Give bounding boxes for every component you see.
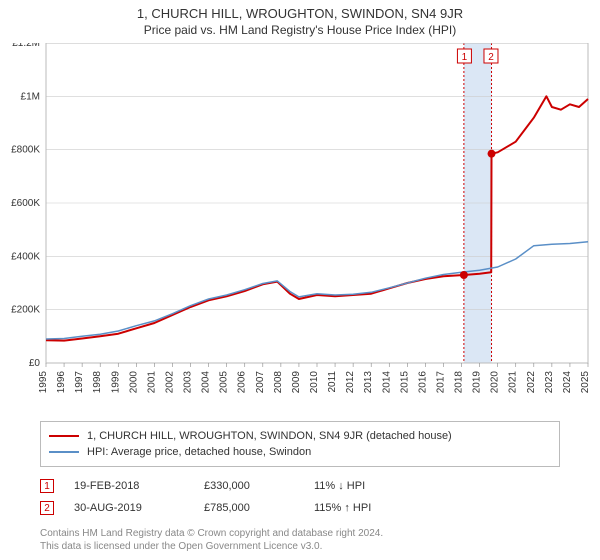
x-tick-label: 2008 — [273, 371, 284, 394]
x-tick-label: 2014 — [381, 371, 392, 394]
x-tick-label: 2013 — [363, 371, 374, 394]
band-marker-2: 2 — [488, 52, 494, 63]
sale-marker — [460, 271, 468, 279]
tx-date: 19-FEB-2018 — [74, 480, 184, 492]
legend: 1, CHURCH HILL, WROUGHTON, SWINDON, SN4 … — [40, 421, 560, 467]
legend-row: 1, CHURCH HILL, WROUGHTON, SWINDON, SN4 … — [49, 428, 551, 444]
transaction-row: 1 19-FEB-2018 £330,000 11% ↓ HPI — [40, 475, 560, 497]
x-tick-label: 2025 — [580, 371, 591, 394]
x-tick-label: 2005 — [219, 371, 230, 394]
tx-price: £785,000 — [204, 502, 294, 514]
footer-line1: Contains HM Land Registry data © Crown c… — [40, 527, 560, 540]
y-tick-label: £800K — [11, 145, 40, 156]
band-marker-1: 1 — [462, 52, 468, 63]
x-tick-label: 2003 — [183, 371, 194, 394]
x-tick-label: 2015 — [399, 371, 410, 394]
y-tick-label: £200K — [11, 305, 40, 316]
transaction-row: 2 30-AUG-2019 £785,000 115% ↑ HPI — [40, 497, 560, 519]
series-price_paid — [46, 96, 588, 340]
y-tick-label: £1M — [21, 91, 40, 102]
x-tick-label: 2009 — [291, 371, 302, 394]
x-tick-label: 2011 — [327, 371, 338, 393]
footer-line2: This data is licensed under the Open Gov… — [40, 540, 560, 553]
legend-label: 1, CHURCH HILL, WROUGHTON, SWINDON, SN4 … — [87, 430, 452, 442]
sale-marker — [488, 150, 496, 158]
x-tick-label: 2002 — [164, 371, 175, 394]
x-tick-label: 2012 — [345, 371, 356, 394]
x-tick-label: 1999 — [110, 371, 121, 394]
x-tick-label: 2024 — [562, 371, 573, 394]
page-subtitle: Price paid vs. HM Land Registry's House … — [0, 21, 600, 43]
tx-delta: 11% ↓ HPI — [314, 480, 424, 492]
x-tick-label: 1998 — [92, 371, 103, 394]
x-tick-label: 1997 — [74, 371, 85, 394]
x-tick-label: 2007 — [255, 371, 266, 394]
y-tick-label: £600K — [11, 198, 40, 209]
x-tick-label: 2019 — [472, 371, 483, 394]
y-tick-label: £0 — [29, 358, 41, 369]
legend-row: HPI: Average price, detached house, Swin… — [49, 444, 551, 460]
x-tick-label: 2016 — [417, 371, 428, 394]
x-tick-label: 2018 — [454, 371, 465, 394]
x-tick-label: 2023 — [544, 371, 555, 394]
legend-swatch — [49, 451, 79, 453]
x-tick-label: 2001 — [146, 371, 157, 394]
x-tick-label: 1996 — [56, 371, 67, 394]
x-tick-label: 1995 — [38, 371, 49, 394]
x-tick-label: 2006 — [237, 371, 248, 394]
x-tick-label: 2021 — [508, 371, 519, 394]
x-tick-label: 2004 — [201, 371, 212, 394]
chart-container: 1 2 £0 £200K £400K £600K £800K £1M £1.2M 1995 1996… — [0, 43, 600, 413]
legend-swatch — [49, 435, 79, 437]
tx-index: 2 — [40, 501, 54, 515]
tx-delta: 115% ↑ HPI — [314, 502, 424, 514]
tx-date: 30-AUG-2019 — [74, 502, 184, 514]
page-title: 1, CHURCH HILL, WROUGHTON, SWINDON, SN4 … — [0, 0, 600, 21]
x-tick-label: 2010 — [309, 371, 320, 394]
price-chart: 1 2 £0 £200K £400K £600K £800K £1M £1.2M 1995 1996… — [0, 43, 600, 413]
x-tick-label: 2022 — [526, 371, 537, 394]
legend-label: HPI: Average price, detached house, Swin… — [87, 446, 311, 458]
tx-price: £330,000 — [204, 480, 294, 492]
x-tick-label: 2020 — [490, 371, 501, 394]
footer-attribution: Contains HM Land Registry data © Crown c… — [40, 527, 560, 553]
y-tick-label: £1.2M — [12, 43, 40, 49]
y-tick-label: £400K — [11, 251, 40, 262]
transactions-table: 1 19-FEB-2018 £330,000 11% ↓ HPI 2 30-AUG-201… — [40, 475, 560, 519]
x-tick-label: 2000 — [128, 371, 139, 394]
tx-index: 1 — [40, 479, 54, 493]
x-tick-label: 2017 — [435, 371, 446, 394]
